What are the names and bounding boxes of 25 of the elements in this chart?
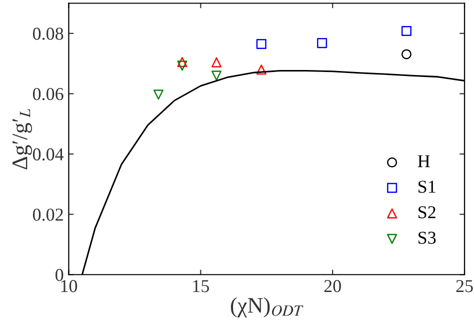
- y-axis-title: Δg′/g′$_{L}$: [12, 108, 32, 170]
- point: [317, 38, 328, 48]
- x-tick-label: 15: [193, 280, 209, 292]
- x-tick-label: 25: [456, 280, 473, 292]
- legend-label: S2: [418, 206, 436, 218]
- point: [153, 90, 164, 100]
- point: [177, 57, 188, 68]
- y-tick-label: 0.06: [32, 88, 64, 100]
- x-tick-label: 20: [324, 280, 341, 292]
- point: [177, 60, 188, 71]
- y-tick-label: 0.08: [32, 28, 64, 40]
- y-tick-label: 0.04: [32, 148, 64, 161]
- legend-label: S3: [418, 232, 436, 244]
- point: [256, 64, 266, 75]
- x-tick-label: 10: [61, 280, 78, 292]
- point: [256, 38, 266, 49]
- point: [401, 49, 412, 60]
- y-tick-label: 0: [56, 268, 64, 282]
- legend-label: S1: [418, 180, 436, 193]
- point: [211, 70, 222, 81]
- point: [401, 26, 412, 36]
- x-axis-title: (χN)$_{ODT}$: [230, 297, 304, 318]
- legend-label: H: [418, 155, 430, 168]
- point: [211, 57, 222, 68]
- y-tick-label: 0.02: [32, 208, 63, 221]
